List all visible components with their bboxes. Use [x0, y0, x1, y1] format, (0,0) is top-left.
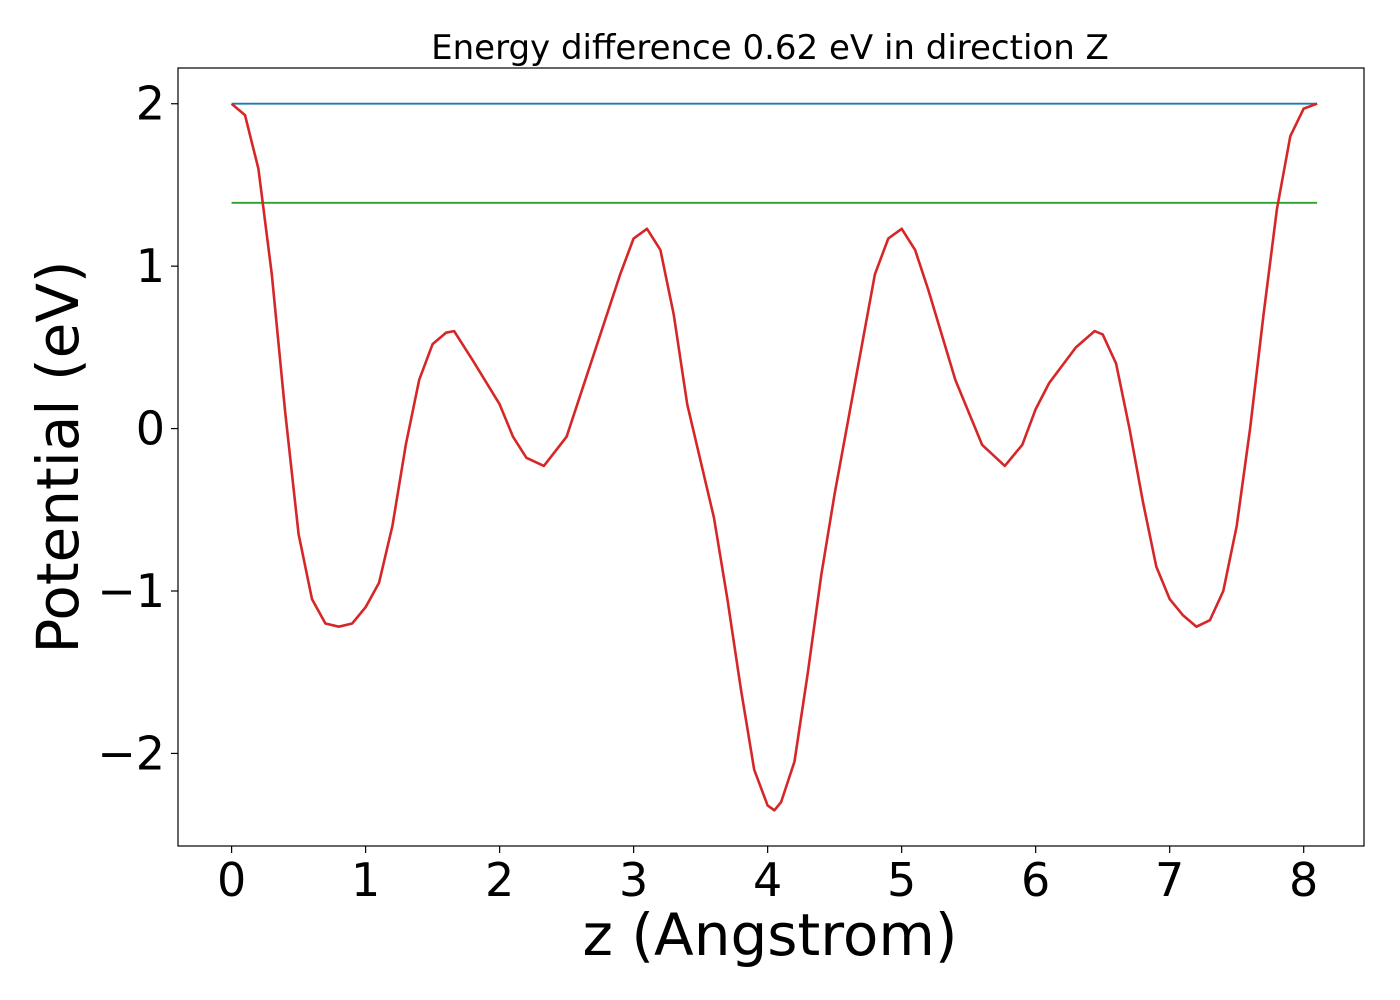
- x-axis-ticks: 0 1 2 3 4 5 6 7 8: [217, 846, 1318, 907]
- y-axis-ticks: −2 −1 0 1 2: [97, 77, 178, 780]
- x-axis-label: z (Angstrom): [583, 901, 958, 969]
- y-tick-label: −2: [97, 726, 165, 780]
- series-line-3: [230, 102, 1318, 812]
- series-layer: [230, 102, 1318, 812]
- x-tick-label: 3: [619, 853, 648, 907]
- y-tick-label: 1: [136, 239, 165, 293]
- x-tick-label: 0: [217, 853, 246, 907]
- x-tick-label: 4: [753, 853, 782, 907]
- plot-frame: [177, 67, 1365, 847]
- x-tick-label: 1: [351, 853, 380, 907]
- x-tick-label: 7: [1155, 853, 1184, 907]
- x-tick-label: 2: [485, 853, 514, 907]
- x-tick-label: 6: [1021, 853, 1050, 907]
- y-tick-label: −1: [97, 564, 165, 618]
- chart-title: Energy difference 0.62 eV in direction Z: [431, 28, 1109, 68]
- x-tick-label: 8: [1289, 853, 1318, 907]
- y-axis-label: Potential (eV): [24, 260, 92, 653]
- y-tick-label: 2: [136, 77, 165, 131]
- y-tick-label: 0: [136, 402, 165, 456]
- x-tick-label: 5: [887, 853, 916, 907]
